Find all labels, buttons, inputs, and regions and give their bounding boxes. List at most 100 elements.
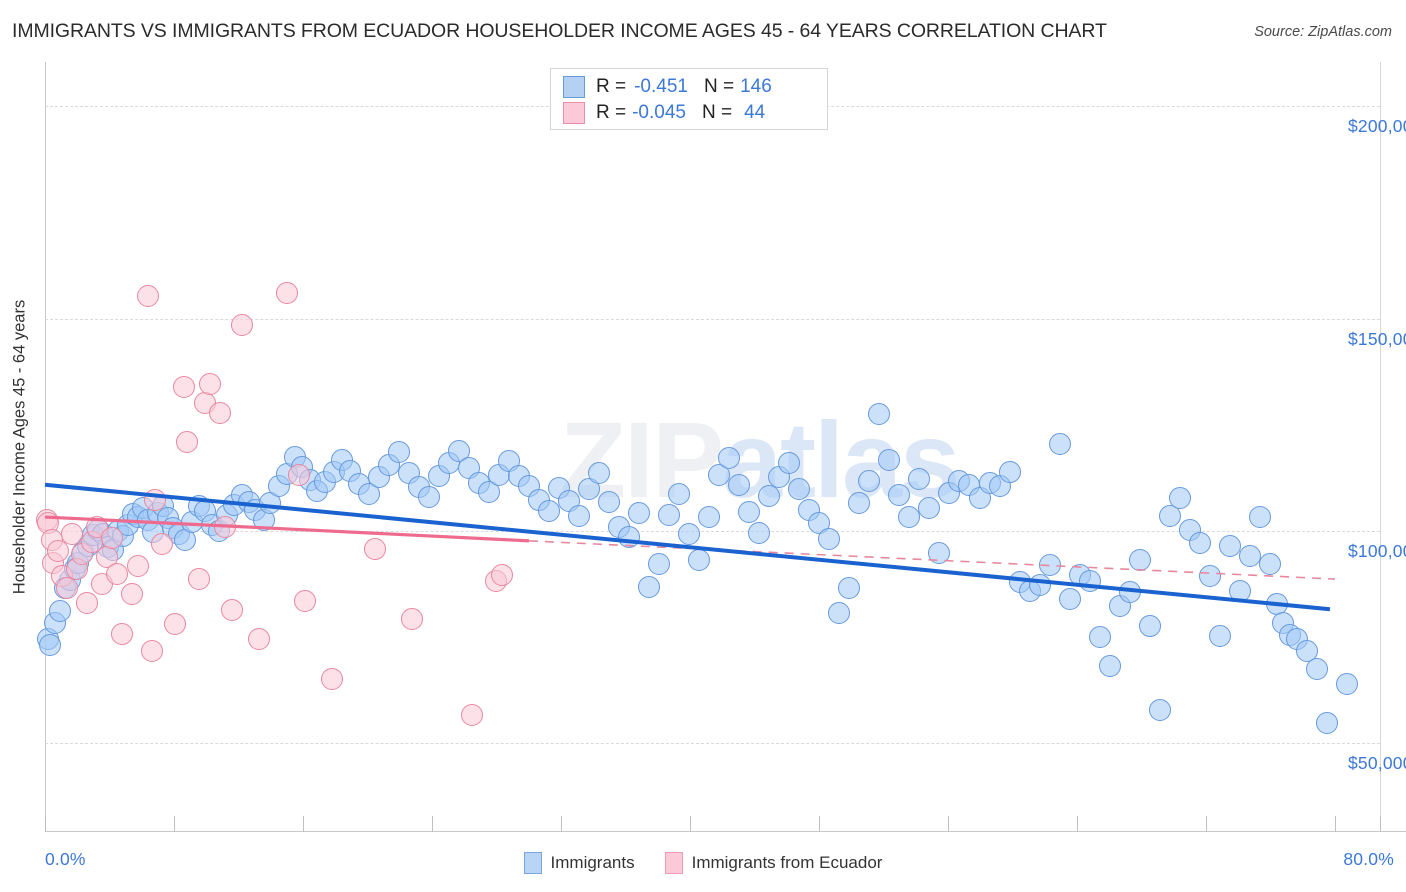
scatter-point (738, 500, 761, 523)
y-axis-tick-label: $50,000 (1348, 753, 1406, 774)
y-axis-tick-label: $100,000 (1348, 541, 1406, 562)
scatter-point (658, 504, 681, 527)
scatter-point (848, 492, 871, 515)
y-axis-line (45, 62, 46, 832)
scatter-point (868, 403, 891, 426)
scatter-point (275, 282, 298, 305)
scatter-point (150, 532, 173, 555)
stats-r-value-1: -0.451 (634, 75, 688, 97)
scatter-point (47, 540, 70, 563)
scatter-point (321, 667, 344, 690)
scatter-point (357, 483, 380, 506)
scatter-point (491, 564, 514, 587)
scatter-point (858, 469, 881, 492)
gridline (45, 318, 1380, 320)
scatter-point (788, 477, 811, 500)
x-axis-line (45, 831, 1406, 832)
scatter-point (598, 490, 621, 513)
scatter-point (55, 576, 78, 599)
stats-n-label-2: N = (701, 101, 733, 123)
scatter-point (1248, 505, 1271, 528)
scatter-point (588, 461, 611, 484)
scatter-point (1295, 639, 1318, 662)
scatter-point (718, 447, 741, 470)
scatter-point (75, 591, 98, 614)
scatter-point (1258, 553, 1281, 576)
scatter-point (1038, 554, 1061, 577)
legend-label: Immigrants from Ecuador (691, 853, 883, 872)
scatter-point (1305, 658, 1328, 681)
scatter-point (778, 452, 801, 475)
scatter-point (998, 461, 1021, 484)
scatter-point (1168, 486, 1191, 509)
scatter-point (164, 612, 187, 635)
scatter-point (668, 482, 691, 505)
source-attribution: Source: ZipAtlas.com (1254, 24, 1392, 40)
legend-item[interactable]: Immigrants (523, 852, 635, 874)
correlation-stats-box: R = -0.451 N = 146 R = -0.045 N = 44 (550, 68, 828, 130)
scatter-point (698, 505, 721, 528)
x-axis-tick (947, 816, 949, 832)
scatter-point (127, 554, 150, 577)
scatter-point (1088, 626, 1111, 649)
scatter-point (477, 481, 500, 504)
stats-r-label-1: R = (596, 75, 627, 97)
x-axis-tick (1334, 816, 1336, 832)
scatter-point (928, 541, 951, 564)
scatter-point (908, 468, 931, 491)
scatter-point (1188, 531, 1211, 554)
scatter-point (818, 527, 841, 550)
x-axis-tick (45, 816, 46, 832)
page-title: IMMIGRANTS VS IMMIGRANTS FROM ECUADOR HO… (12, 20, 1107, 42)
y-axis-tick-label: $200,000 (1348, 116, 1406, 137)
legend-swatch (664, 852, 683, 874)
scatter-point (461, 703, 484, 726)
scatter-point (918, 497, 941, 520)
scatter-point (364, 537, 387, 560)
trendline-ecuador (44, 515, 530, 543)
scatter-point (628, 501, 651, 524)
scatter-point (105, 562, 128, 585)
stats-n-label-1: N = (703, 75, 735, 97)
scatter-point (187, 567, 210, 590)
plot-right-border (1380, 62, 1381, 832)
scatter-point (401, 608, 424, 631)
scatter-point (728, 473, 751, 496)
scatter-point (1198, 565, 1221, 588)
scatter-point (1058, 587, 1081, 610)
scatter-point (49, 599, 72, 622)
stats-row-immigrants: R = -0.451 N = 146 (563, 73, 772, 100)
x-axis-tick (1205, 816, 1207, 832)
scatter-point (1208, 624, 1231, 647)
scatter-point (1158, 504, 1181, 527)
stats-swatch-pink (563, 101, 585, 124)
scatter-point (1335, 673, 1358, 695)
x-axis-tick (302, 816, 304, 832)
x-axis-max-label: 80.0% (1343, 849, 1394, 869)
legend-swatch (523, 852, 542, 874)
chart-legend: Immigrants Immigrants from Ecuador (0, 847, 1406, 879)
scatter-point (537, 499, 560, 522)
scatter-point (387, 440, 410, 463)
scatter-point (140, 640, 163, 663)
scatter-point (175, 431, 198, 454)
scatter-point (708, 464, 731, 487)
scatter-point (220, 599, 243, 622)
legend-item[interactable]: Immigrants from Ecuador (664, 852, 883, 874)
scatter-point (878, 448, 901, 471)
x-axis-tick (818, 816, 820, 832)
scatter-point (898, 506, 921, 529)
scatter-point (1048, 432, 1071, 455)
gridline (45, 743, 1380, 745)
scatter-point (1238, 545, 1261, 568)
scatter-point (648, 552, 671, 575)
scatter-point (758, 484, 781, 507)
scatter-point (1148, 699, 1171, 722)
scatter-point (678, 523, 701, 546)
y-axis-title: Householder Income Ages 45 - 64 years (10, 299, 29, 595)
scatter-point (1315, 712, 1338, 735)
gridline (45, 531, 1380, 533)
scatter-point (199, 373, 222, 396)
scatter-point (110, 622, 133, 645)
